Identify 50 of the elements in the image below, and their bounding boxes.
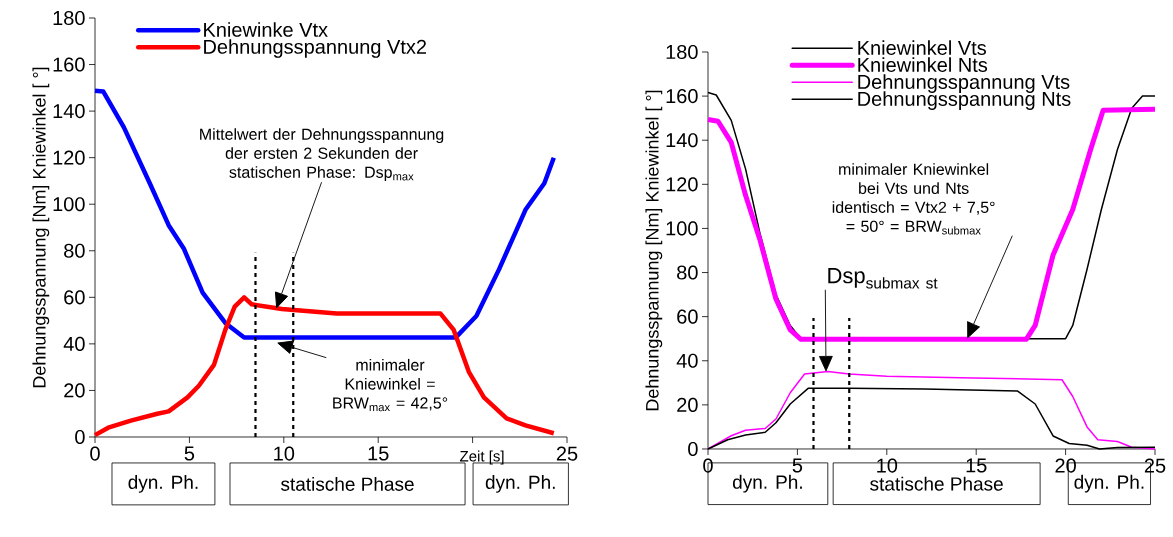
text: dyn. Ph. <box>128 475 198 493</box>
x-tick-label: 5 <box>792 458 803 473</box>
annotation: minimaler Kniewinkel bei Vts und Nts identisch = Vtx2 + 7,5° = 50° = BRW$_{submax}$ <box>832 163 995 235</box>
x-tick-label: 25 <box>1144 458 1166 473</box>
y-tick-label: 60 <box>64 290 85 305</box>
x-tick-label: 5 <box>184 446 195 461</box>
y-tick-label: 140 <box>666 133 698 148</box>
x-tick-label: 20 <box>1055 458 1076 473</box>
y-tick-label: 160 <box>53 57 85 72</box>
legend-label: Dehnungsspannung Nts <box>858 91 1071 110</box>
y-tick-label: 0 <box>75 429 85 445</box>
y-tick-label: 140 <box>53 104 85 119</box>
y-tick-label: 100 <box>666 221 698 236</box>
annotation: $\mathrm{Dsp}_{\mathrm{submax\ st}}$ <box>828 268 938 289</box>
text: statische Phase <box>280 476 414 491</box>
y-tick-label: 20 <box>64 383 85 398</box>
x-tick-label: 10 <box>877 458 898 473</box>
y-tick-label: 160 <box>666 89 698 104</box>
x-tick-label: 0 <box>90 446 100 461</box>
legend-label: Kniewinkel Vts <box>858 40 986 55</box>
text: dyn. Ph. <box>1074 474 1144 493</box>
y-tick-label: 180 <box>666 44 698 60</box>
legend-label: Kniewinke Vtx <box>204 22 328 37</box>
y-tick-label: 80 <box>64 243 85 258</box>
y-tick-label: 80 <box>677 265 698 280</box>
x-axis-title: Zeit [s] <box>460 450 504 465</box>
x-tick-label: 15 <box>966 458 987 473</box>
y-tick-label: 40 <box>63 336 85 351</box>
y-tick-label: 60 <box>677 309 698 324</box>
y-tick-label: 120 <box>53 150 85 165</box>
y-tick-label: 180 <box>53 10 85 26</box>
x-tick-label: 15 <box>368 446 389 461</box>
y-tick-label: 20 <box>677 397 698 412</box>
annotation: minimaler Kniewinkel = BRW$_{max}$ = 42,5° <box>333 358 448 412</box>
y-tick-label: 100 <box>53 197 85 212</box>
text: dyn. Ph. <box>485 475 555 493</box>
legend-label: Kniewinkel Nts <box>858 57 988 72</box>
legend-label: Dehnungsspannung Vtx2 <box>204 39 427 58</box>
y-tick-label: 120 <box>666 177 698 192</box>
x-tick-label: 0 <box>703 458 713 473</box>
y-axis-title: Dehnungsspannung [Nm] Kniewinkel [ °] <box>645 90 663 411</box>
text: dyn. Ph. <box>732 474 802 493</box>
y-tick-label: 40 <box>676 353 698 368</box>
y-axis-title: Dehnungsspannung [Nm] Kniewinkel [ °] <box>32 67 50 388</box>
line-series <box>92 88 557 340</box>
legend-label: Dehnungsspannung Vts <box>858 74 1070 93</box>
text: statische Phase <box>870 476 1003 491</box>
x-tick-label: 25 <box>556 446 578 461</box>
x-tick-label: 10 <box>274 446 295 461</box>
annotation: Mittelwert der Dehnungsspannung der ersten 2 Sekunden der statischen Phase: Dsp$_{max}$ <box>200 128 444 182</box>
